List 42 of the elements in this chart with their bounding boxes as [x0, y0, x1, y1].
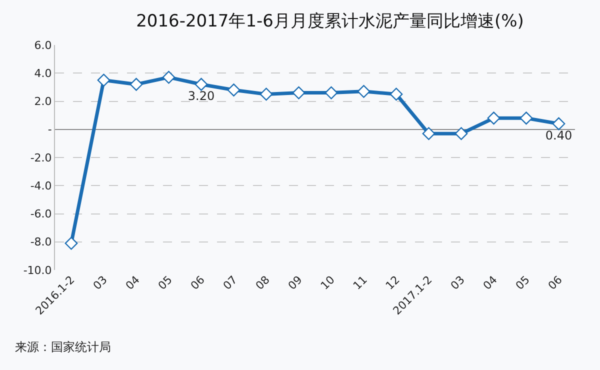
x-tick-label: 04	[123, 273, 142, 292]
point	[422, 127, 436, 140]
x-tick-label: 05	[156, 273, 175, 292]
point	[390, 88, 403, 101]
y-tick-label: 6.0	[34, 38, 52, 52]
x-tick-label: 07	[220, 273, 240, 292]
x-tick-label: 06	[188, 273, 208, 292]
point	[324, 86, 338, 100]
x-tick-label: 11	[350, 273, 370, 292]
y-tick-label: -4.0	[30, 179, 52, 192]
point	[454, 127, 468, 140]
point	[520, 112, 533, 125]
point	[162, 70, 176, 84]
y-tick-label: -6.0	[30, 208, 52, 221]
source-note: 来源：国家统计局	[15, 340, 111, 354]
y-tick-label: 4.0	[34, 66, 52, 80]
x-tick-label: 10	[318, 273, 338, 292]
data-label: 3.20	[188, 89, 215, 104]
point	[357, 84, 370, 98]
x-tick-label: 08	[253, 273, 272, 292]
point	[260, 88, 273, 101]
point	[552, 117, 566, 130]
y-tick-label: 2.0	[34, 95, 52, 108]
y-tick-label: -2.0	[30, 151, 52, 164]
y-tick-label: -	[48, 123, 52, 136]
point	[292, 86, 306, 100]
point	[194, 78, 208, 91]
point	[64, 236, 78, 250]
x-tick-label: 09	[286, 273, 305, 292]
point	[97, 74, 110, 87]
x-tick-label: 06	[546, 273, 565, 292]
point	[227, 84, 240, 96]
y-tick-label: -8.0	[30, 236, 52, 249]
x-tick-label: 03	[90, 273, 110, 292]
data-label: 0.40	[545, 128, 572, 142]
point	[487, 112, 500, 125]
chart-title: 2016-2017年1-6月月度累计水泥产量同比增速(%)	[136, 12, 524, 32]
x-tick-label: 05	[513, 273, 532, 292]
y-tick-label: -10.0	[23, 264, 52, 277]
point	[130, 78, 143, 91]
x-tick-label: 03	[448, 273, 468, 292]
x-tick-label: 04	[480, 273, 500, 292]
